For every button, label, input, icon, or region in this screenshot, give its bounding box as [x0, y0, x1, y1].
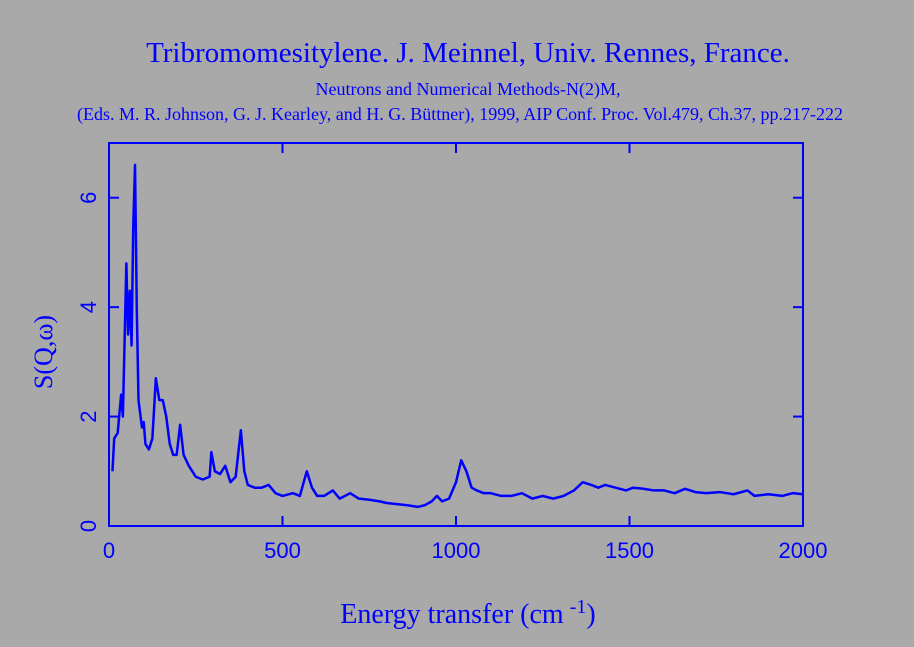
- x-axis-label-text: Energy transfer (cm: [340, 599, 564, 630]
- y-tick-label: 0: [76, 520, 101, 532]
- y-axis-label: S(Q,ω): [29, 315, 58, 389]
- data-line: [111, 163, 804, 509]
- x-tick-label: 500: [264, 538, 301, 563]
- y-tick-label: 2: [76, 410, 101, 422]
- x-tick-label: 2000: [779, 538, 828, 563]
- x-axis-label: Energy transfer (cm -1): [340, 596, 595, 630]
- y-tick-label: 4: [76, 301, 101, 313]
- x-tick-label: 1000: [432, 538, 481, 563]
- x-axis-label-suffix: ): [586, 599, 595, 630]
- chart-subtitle: Neutrons and Numerical Methods-N(2)M,: [316, 79, 621, 100]
- chart-subtitle: (Eds. M. R. Johnson, G. J. Kearley, and …: [77, 104, 843, 125]
- x-tick-label: 1500: [605, 538, 654, 563]
- chart-title: Tribromomesitylene. J. Meinnel, Univ. Re…: [146, 37, 790, 69]
- x-tick-label: 0: [103, 538, 115, 563]
- y-tick-label: 6: [76, 192, 101, 204]
- x-axis-label-sup: -1: [570, 596, 587, 618]
